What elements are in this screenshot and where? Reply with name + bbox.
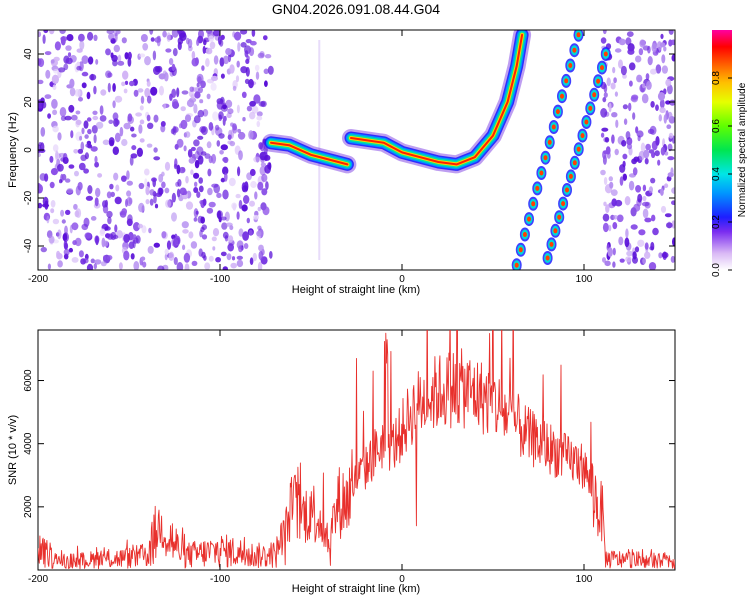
colorbar-label: Normalized spectral amplitude: [737, 82, 748, 217]
noise-region: [38, 30, 274, 270]
spectrogram-y-axis: -40 -20 0 20 40: [23, 48, 675, 253]
spectrogram-x-axis: -200 -100 0 100: [28, 30, 593, 285]
spectrogram-y-label: Frequency (Hz): [7, 112, 19, 188]
y-tick-label: 40: [23, 48, 34, 60]
snr-plot-area: [38, 330, 675, 570]
colorbar-ticks: 0.0 0.2 0.4 0.6 0.8: [711, 71, 732, 277]
snr-y-axis: 2000 4000 6000: [23, 369, 675, 518]
faint-stripe: [318, 40, 321, 260]
y-tick-label: 0: [23, 147, 34, 153]
y-tick-label: 6000: [23, 369, 34, 392]
noise-region: [600, 30, 675, 270]
snr-series-line: [38, 330, 675, 570]
aliased-track: [542, 47, 611, 265]
y-tick-label: 2000: [23, 495, 34, 518]
spectrogram-x-label: Height of straight line (km): [292, 284, 420, 296]
snr-y-label: SNR (10 * v/v): [7, 415, 19, 485]
x-tick-label: 0: [399, 574, 405, 585]
snr-x-axis: -200 -100 0 100: [28, 330, 593, 585]
colorbar-gradient: [712, 30, 732, 270]
signal-track-layer: [350, 33, 524, 166]
colorbar-tick-label: 0.8: [711, 71, 722, 85]
x-tick-label: 100: [576, 274, 593, 285]
x-tick-label: -200: [28, 274, 48, 285]
aliased-track: [511, 30, 584, 270]
spectrogram-image: [38, 30, 675, 270]
x-tick-label: 0: [399, 274, 405, 285]
snr-panel: -200 -100 0 100 2000 4000 6000 Height of stra…: [7, 329, 676, 595]
x-tick-label: -100: [210, 274, 230, 285]
colorbar-tick-label: 0.2: [711, 215, 722, 229]
colorbar-tick-label: 0.0: [711, 263, 722, 277]
x-tick-label: 100: [576, 574, 593, 585]
x-tick-label: -100: [210, 574, 230, 585]
figure-title: GN04.2026.091.08.44.G04: [272, 1, 440, 17]
y-tick-label: 4000: [23, 432, 34, 455]
y-tick-label: -40: [23, 238, 34, 253]
signal-track-layer: [270, 141, 349, 166]
y-tick-label: 20: [23, 96, 34, 108]
colorbar: 0.0 0.2 0.4 0.6 0.8 Normalized spectral ampl…: [711, 30, 748, 277]
colorbar-tick-label: 0.4: [711, 167, 722, 181]
signal-track: [262, 30, 532, 174]
colorbar-tick-label: 0.6: [711, 119, 722, 133]
x-tick-label: -200: [28, 574, 48, 585]
snr-x-label: Height of straight line (km): [292, 583, 420, 595]
y-tick-label: -20: [23, 190, 34, 205]
